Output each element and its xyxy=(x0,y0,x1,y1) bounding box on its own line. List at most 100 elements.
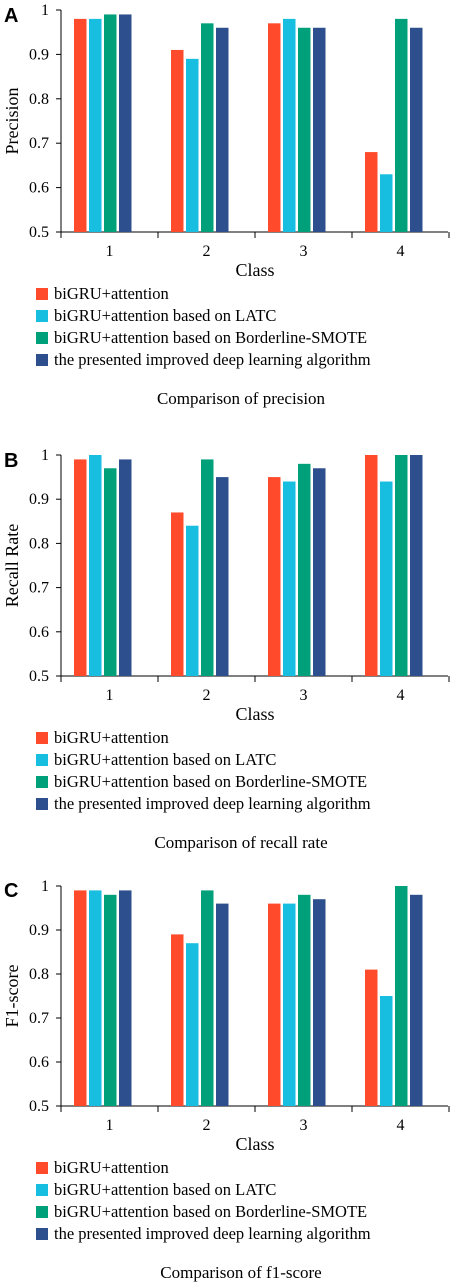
y-axis-label: Recall Rate xyxy=(2,524,22,607)
y-tick-label: 1 xyxy=(41,2,49,19)
x-tick-label: 4 xyxy=(397,687,405,704)
bar-class4-series4 xyxy=(410,27,423,233)
y-tick-label: 0.7 xyxy=(29,580,49,597)
chart-panel-b: B 0.5 0.6 0.7 0.8 0.9 1 Recall Rate 1 2 3 4 Class biG… xyxy=(2,447,450,852)
legend-label: biGRU+attention based on Borderline-SMOT… xyxy=(54,772,367,791)
bar-class3-series2 xyxy=(283,903,296,1106)
bar-class3-series2 xyxy=(283,481,296,676)
bar-class1-series2 xyxy=(89,890,102,1106)
y-tick-label: 0.6 xyxy=(29,624,49,641)
legend-label: biGRU+attention based on LATC xyxy=(54,1180,276,1199)
y-tick-label: 0.5 xyxy=(29,224,49,241)
bar-class3-series1 xyxy=(268,903,281,1106)
y-tick-label: 0.8 xyxy=(29,966,49,983)
x-tick-label: 1 xyxy=(106,243,114,260)
x-tick-label: 2 xyxy=(203,1117,211,1134)
bar-class4-series3 xyxy=(395,455,408,676)
chart-title: Comparison of precision xyxy=(157,389,326,408)
legend-swatch xyxy=(36,1162,48,1174)
y-tick-label: 0.9 xyxy=(29,46,49,63)
y-tick-label: 0.5 xyxy=(29,1098,49,1115)
legend-label: biGRU+attention xyxy=(54,728,169,747)
y-tick-label: 0.9 xyxy=(29,491,49,508)
bar-class2-series1 xyxy=(171,49,184,233)
bar-class2-series3 xyxy=(201,890,214,1106)
bar-class1-series2 xyxy=(89,18,102,232)
x-tick-label: 2 xyxy=(203,243,211,260)
bar-class1-series3 xyxy=(104,14,117,232)
y-tick-label: 1 xyxy=(41,447,49,464)
bar-class4-series1 xyxy=(365,969,378,1106)
bar-class3-series4 xyxy=(313,899,326,1106)
bar-class1-series1 xyxy=(74,890,87,1106)
bar-class1-series4 xyxy=(119,890,132,1106)
bar-class2-series1 xyxy=(171,512,184,676)
bar-class1-series4 xyxy=(119,14,132,232)
x-tick-label: 1 xyxy=(106,687,114,704)
bar-class3-series4 xyxy=(313,27,326,233)
bar-class4-series2 xyxy=(380,481,393,676)
y-axis-label: Precision xyxy=(2,88,22,155)
bar-class1-series1 xyxy=(74,18,87,232)
legend-swatch xyxy=(36,1206,48,1218)
bar-class1-series3 xyxy=(104,894,117,1106)
bar-class2-series1 xyxy=(171,934,184,1106)
x-tick-label: 3 xyxy=(300,687,308,704)
y-tick-label: 0.5 xyxy=(29,668,49,685)
legend-swatch xyxy=(36,732,48,744)
legend-label: biGRU+attention based on LATC xyxy=(54,306,276,325)
legend-label: biGRU+attention xyxy=(54,1158,169,1177)
legend-swatch xyxy=(36,332,48,344)
bar-class4-series3 xyxy=(395,886,408,1106)
panel-letter: B xyxy=(4,450,18,472)
bar-class3-series3 xyxy=(298,27,311,233)
legend-swatch xyxy=(36,354,48,366)
bar-class3-series1 xyxy=(268,23,281,232)
bar-class4-series4 xyxy=(410,894,423,1106)
legend-label: the presented improved deep learning alg… xyxy=(54,1224,371,1243)
x-axis-label: Class xyxy=(235,704,274,724)
y-tick-label: 0.8 xyxy=(29,535,49,552)
legend-label: biGRU+attention based on Borderline-SMOT… xyxy=(54,328,367,347)
x-tick-label: 1 xyxy=(106,1117,114,1134)
bar-class4-series3 xyxy=(395,18,408,232)
y-tick-label: 0.6 xyxy=(29,180,49,197)
y-tick-label: 0.9 xyxy=(29,922,49,939)
bar-class1-series4 xyxy=(119,459,132,676)
bar-class3-series3 xyxy=(298,463,311,676)
chart-title: Comparison of recall rate xyxy=(154,833,327,852)
legend-swatch xyxy=(36,288,48,300)
legend-label: the presented improved deep learning alg… xyxy=(54,350,371,369)
chart-panel-a: A 0.5 0.6 0.7 0.8 0.9 1 Precision 1 2 3 4 Class biGRU… xyxy=(2,2,450,408)
panel-letter: C xyxy=(4,880,18,902)
legend-swatch xyxy=(36,754,48,766)
legend-label: biGRU+attention based on LATC xyxy=(54,750,276,769)
x-axis-label: Class xyxy=(235,260,274,280)
bar-class2-series2 xyxy=(186,58,199,233)
bar-class2-series3 xyxy=(201,23,214,232)
legend-swatch xyxy=(36,1228,48,1240)
y-tick-label: 0.7 xyxy=(29,1010,49,1027)
bar-class4-series1 xyxy=(365,152,378,232)
legend-swatch xyxy=(36,1184,48,1196)
bar-class1-series3 xyxy=(104,468,117,676)
x-tick-label: 3 xyxy=(300,243,308,260)
bar-class1-series1 xyxy=(74,459,87,676)
y-axis-label: F1-score xyxy=(2,964,22,1027)
legend-label: biGRU+attention based on Borderline-SMOT… xyxy=(54,1202,367,1221)
bar-class3-series2 xyxy=(283,18,296,232)
legend-swatch xyxy=(36,776,48,788)
legend-swatch xyxy=(36,798,48,810)
y-tick-label: 0.6 xyxy=(29,1054,49,1071)
bar-class1-series2 xyxy=(89,455,102,676)
bar-class3-series1 xyxy=(268,477,281,676)
bar-class4-series2 xyxy=(380,996,393,1106)
bar-class4-series1 xyxy=(365,455,378,676)
x-tick-label: 4 xyxy=(397,243,405,260)
legend-swatch xyxy=(36,310,48,322)
y-tick-label: 0.8 xyxy=(29,91,49,108)
bar-class4-series4 xyxy=(410,455,423,676)
legend-label: the presented improved deep learning alg… xyxy=(54,794,371,813)
bar-class2-series2 xyxy=(186,943,199,1106)
